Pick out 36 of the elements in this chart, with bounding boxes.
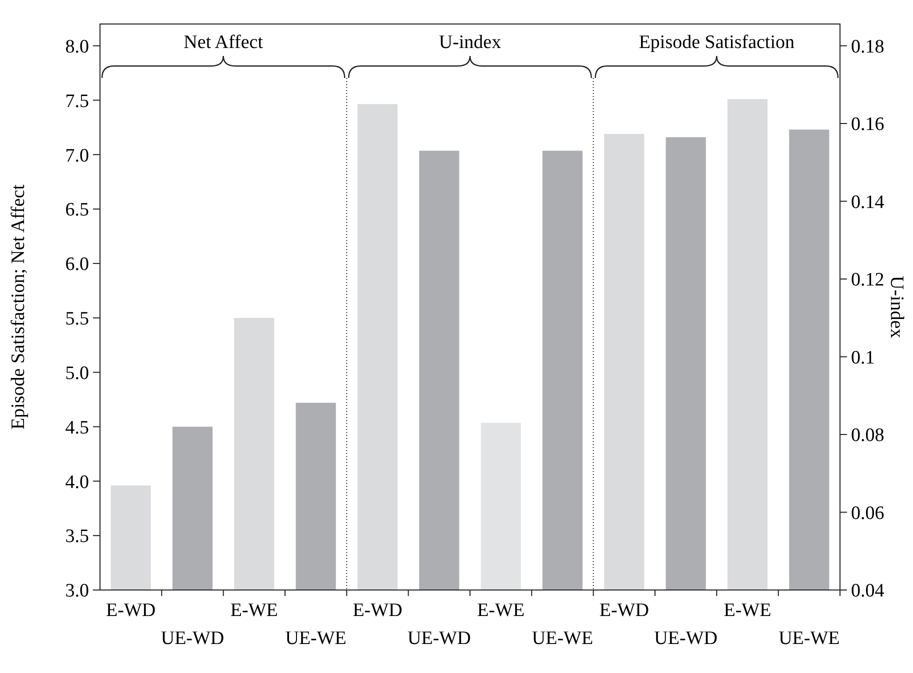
y2-tick-label: 0.08 bbox=[851, 425, 884, 446]
y-tick-label: 8.0 bbox=[65, 36, 89, 58]
y-axis-title: Episode Satisfaction; Net Affect bbox=[8, 184, 29, 430]
y-tick-label: 4.0 bbox=[65, 472, 89, 493]
y2-tick-label: 0.16 bbox=[851, 114, 884, 136]
y2-tick-label: 0.1 bbox=[851, 347, 875, 368]
y-tick-label: 5.5 bbox=[65, 308, 89, 330]
x-tick-label: E-WD bbox=[352, 600, 402, 621]
y2-tick-label: 0.04 bbox=[851, 580, 885, 602]
annotation: Episode Satisfaction bbox=[638, 32, 795, 53]
x-tick-label: UE-WE bbox=[778, 628, 840, 649]
x-tick-label: E-WD bbox=[599, 600, 649, 621]
x-tick-label: E-WE bbox=[477, 600, 525, 621]
x-tick-label: E-WE bbox=[230, 600, 278, 621]
y2-axis-title: U-index bbox=[886, 276, 907, 339]
y-tick-label: 6.5 bbox=[65, 200, 89, 221]
y-tick-label: 7.5 bbox=[65, 90, 89, 112]
y-tick-label: 6.0 bbox=[65, 254, 89, 276]
y2-tick-label: 0.18 bbox=[851, 36, 884, 58]
x-tick-label: UE-WD bbox=[654, 628, 718, 649]
annotation: Net Affect bbox=[184, 32, 264, 53]
annotation: U-index bbox=[438, 32, 502, 53]
y-tick-label: 7.0 bbox=[65, 145, 89, 166]
x-tick-label: UE-WD bbox=[160, 628, 224, 649]
y-tick-label: 3.0 bbox=[65, 580, 89, 602]
y2-tick-label: 0.14 bbox=[851, 192, 885, 213]
x-tick-label: E-WE bbox=[724, 600, 772, 621]
x-tick-label: UE-WD bbox=[408, 628, 471, 649]
y-tick-label: 5.0 bbox=[65, 362, 89, 384]
y-tick-label: 4.5 bbox=[65, 417, 89, 438]
x-tick-label: UE-WE bbox=[285, 628, 346, 649]
x-tick-label: UE-WE bbox=[532, 628, 594, 649]
y2-tick-label: 0.12 bbox=[851, 270, 884, 291]
y-tick-label: 3.5 bbox=[65, 526, 89, 548]
y2-tick-label: 0.06 bbox=[851, 502, 884, 524]
x-tick-label: E-WD bbox=[106, 600, 156, 621]
